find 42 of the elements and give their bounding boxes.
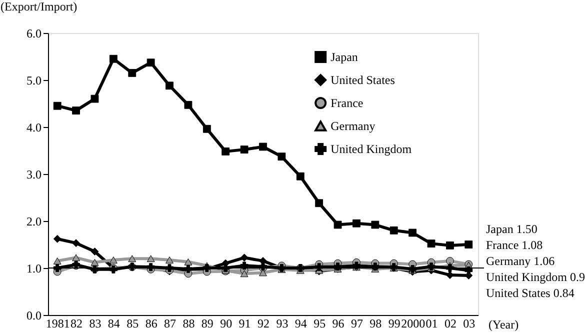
x-axis-title: (Year) bbox=[488, 318, 519, 332]
text: Germany 1.06 bbox=[486, 254, 555, 268]
y-tick-label: 4.0 bbox=[26, 120, 42, 134]
x-tick-label: 93 bbox=[276, 316, 288, 330]
x-tick-label: 03 bbox=[463, 316, 476, 330]
x-tick-label: 88 bbox=[182, 316, 195, 330]
legend-label: Germany bbox=[330, 119, 376, 133]
x-tick-label: 97 bbox=[350, 316, 363, 330]
y-tick-label: 2.0 bbox=[26, 214, 42, 228]
x-tick-label: 84 bbox=[108, 316, 120, 330]
x-tick-label: 83 bbox=[89, 316, 102, 330]
legend-label: United States bbox=[330, 73, 396, 87]
y-tick-label: 1.0 bbox=[26, 262, 42, 276]
y-tick-label: 5.0 bbox=[26, 74, 42, 88]
x-tick-label: 98 bbox=[370, 316, 382, 330]
x-tick-label: 96 bbox=[332, 316, 344, 330]
x-tick-label: 02 bbox=[444, 316, 456, 330]
x-tick-label: 87 bbox=[164, 316, 176, 330]
x-tick-label: 89 bbox=[201, 316, 214, 330]
y-tick-label: 6.0 bbox=[26, 26, 42, 40]
x-tick-label: 01 bbox=[426, 316, 438, 330]
x-tick-label: 90 bbox=[220, 316, 232, 330]
x-tick-label: 85 bbox=[126, 316, 139, 330]
legend-label: United Kingdom bbox=[330, 142, 412, 156]
x-tick-label: 99 bbox=[388, 316, 400, 330]
y-tick-label: 3.0 bbox=[26, 168, 42, 182]
x-tick-label: 94 bbox=[294, 316, 307, 330]
y-tick-label: 0.0 bbox=[26, 308, 42, 322]
x-tick-label: 2000 bbox=[401, 316, 426, 330]
text: United States 0.84 bbox=[486, 286, 574, 300]
x-tick-label: 92 bbox=[258, 316, 270, 330]
x-tick-label: 86 bbox=[145, 316, 158, 330]
text: Japan 1.50 bbox=[486, 222, 538, 236]
x-tick-label: 1981 bbox=[46, 316, 70, 330]
legend-label: Japan bbox=[330, 50, 358, 64]
legend-label: France bbox=[330, 96, 364, 110]
y-axis-title: (Export/Import) bbox=[0, 0, 78, 14]
x-tick-label: 82 bbox=[70, 316, 83, 330]
x-tick-label: 95 bbox=[314, 316, 326, 330]
text: France 1.08 bbox=[486, 238, 543, 252]
text: United Kingdom 0.9 bbox=[486, 270, 585, 284]
x-tick-label: 91 bbox=[238, 316, 251, 330]
